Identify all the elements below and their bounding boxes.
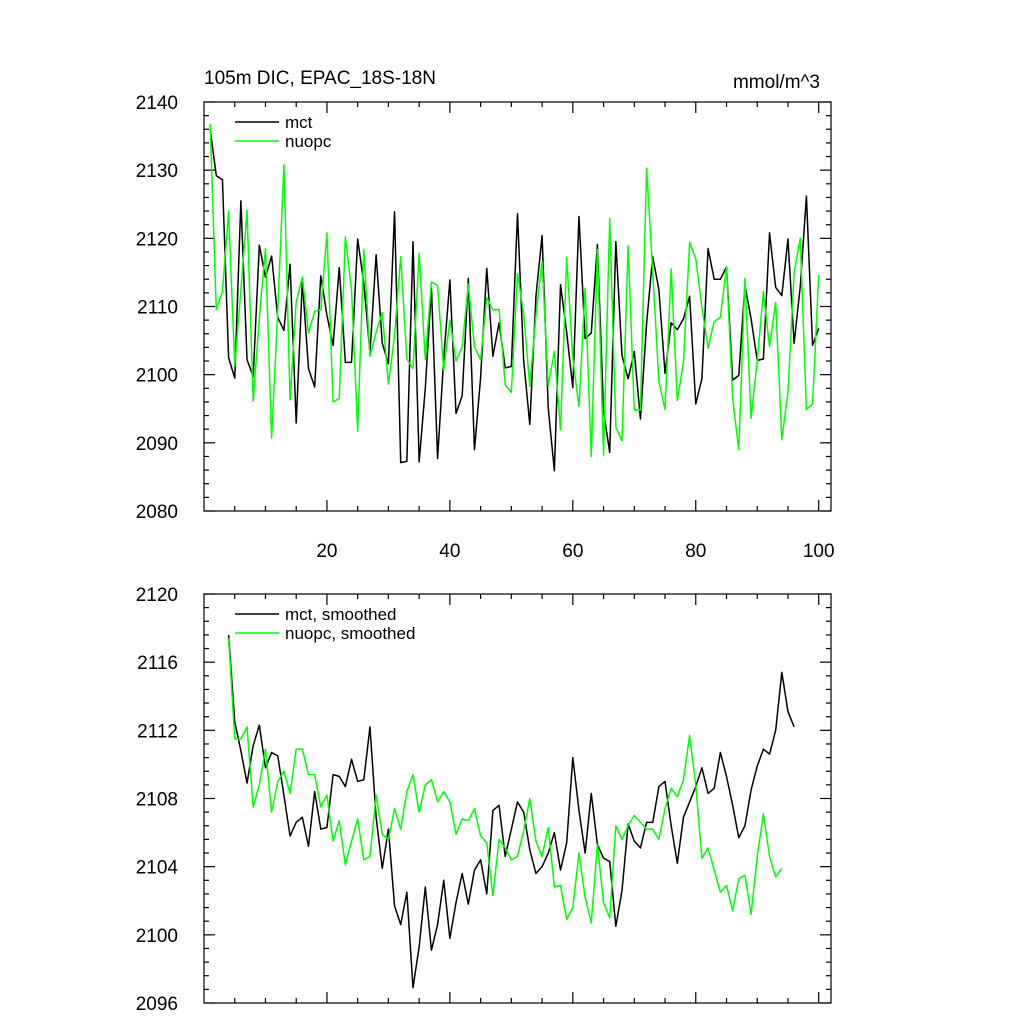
y-tick-label: 2130 bbox=[136, 161, 178, 182]
plot-frame bbox=[203, 593, 832, 1004]
y-tick-label: 2116 bbox=[137, 653, 178, 674]
x-tick-label: 80 bbox=[685, 541, 706, 562]
x-tick-label: 40 bbox=[439, 541, 460, 562]
y-tick-label: 2140 bbox=[136, 93, 178, 114]
plot-frame bbox=[203, 101, 832, 512]
legend-label: nuopc bbox=[285, 132, 332, 151]
y-tick-label: 2112 bbox=[137, 721, 178, 742]
bottom-panel-chart: 2096 2100 2104 2108 2112 2116 2120 mct, smoothe… bbox=[136, 585, 832, 1015]
x-tick-label: 100 bbox=[803, 541, 835, 562]
legend-label: nuopc, smoothed bbox=[285, 624, 415, 643]
chart-title: 105m DIC, EPAC_18S-18N bbox=[204, 68, 436, 89]
y-tick-label: 2108 bbox=[136, 790, 178, 811]
series-line-nuopc bbox=[209, 123, 820, 458]
y-tick-label: 2120 bbox=[136, 229, 178, 250]
legend-label: mct, smoothed bbox=[285, 605, 397, 624]
y-tick-label: 2096 bbox=[136, 994, 178, 1015]
y-tick-label: 2090 bbox=[136, 434, 178, 455]
y-tick-label: 2110 bbox=[137, 298, 178, 319]
legend-label: mct bbox=[285, 113, 313, 132]
series-line-mct-smoothed bbox=[227, 634, 795, 989]
units-label: mmol/m^3 bbox=[733, 72, 820, 93]
series-line-mct bbox=[209, 129, 820, 472]
x-tick-label: 20 bbox=[316, 541, 337, 562]
top-panel-chart: 20 40 60 80 100 2080 2090 2100 2110 2120 2130 2140 m… bbox=[136, 93, 835, 562]
y-tick-label: 2100 bbox=[136, 366, 178, 387]
series-line-nuopc-smoothed bbox=[227, 638, 783, 924]
y-tick-label: 2080 bbox=[136, 502, 178, 523]
x-tick-label: 60 bbox=[562, 541, 583, 562]
y-tick-label: 2104 bbox=[136, 858, 179, 879]
y-tick-label: 2120 bbox=[136, 585, 178, 606]
y-tick-label: 2100 bbox=[136, 926, 178, 947]
